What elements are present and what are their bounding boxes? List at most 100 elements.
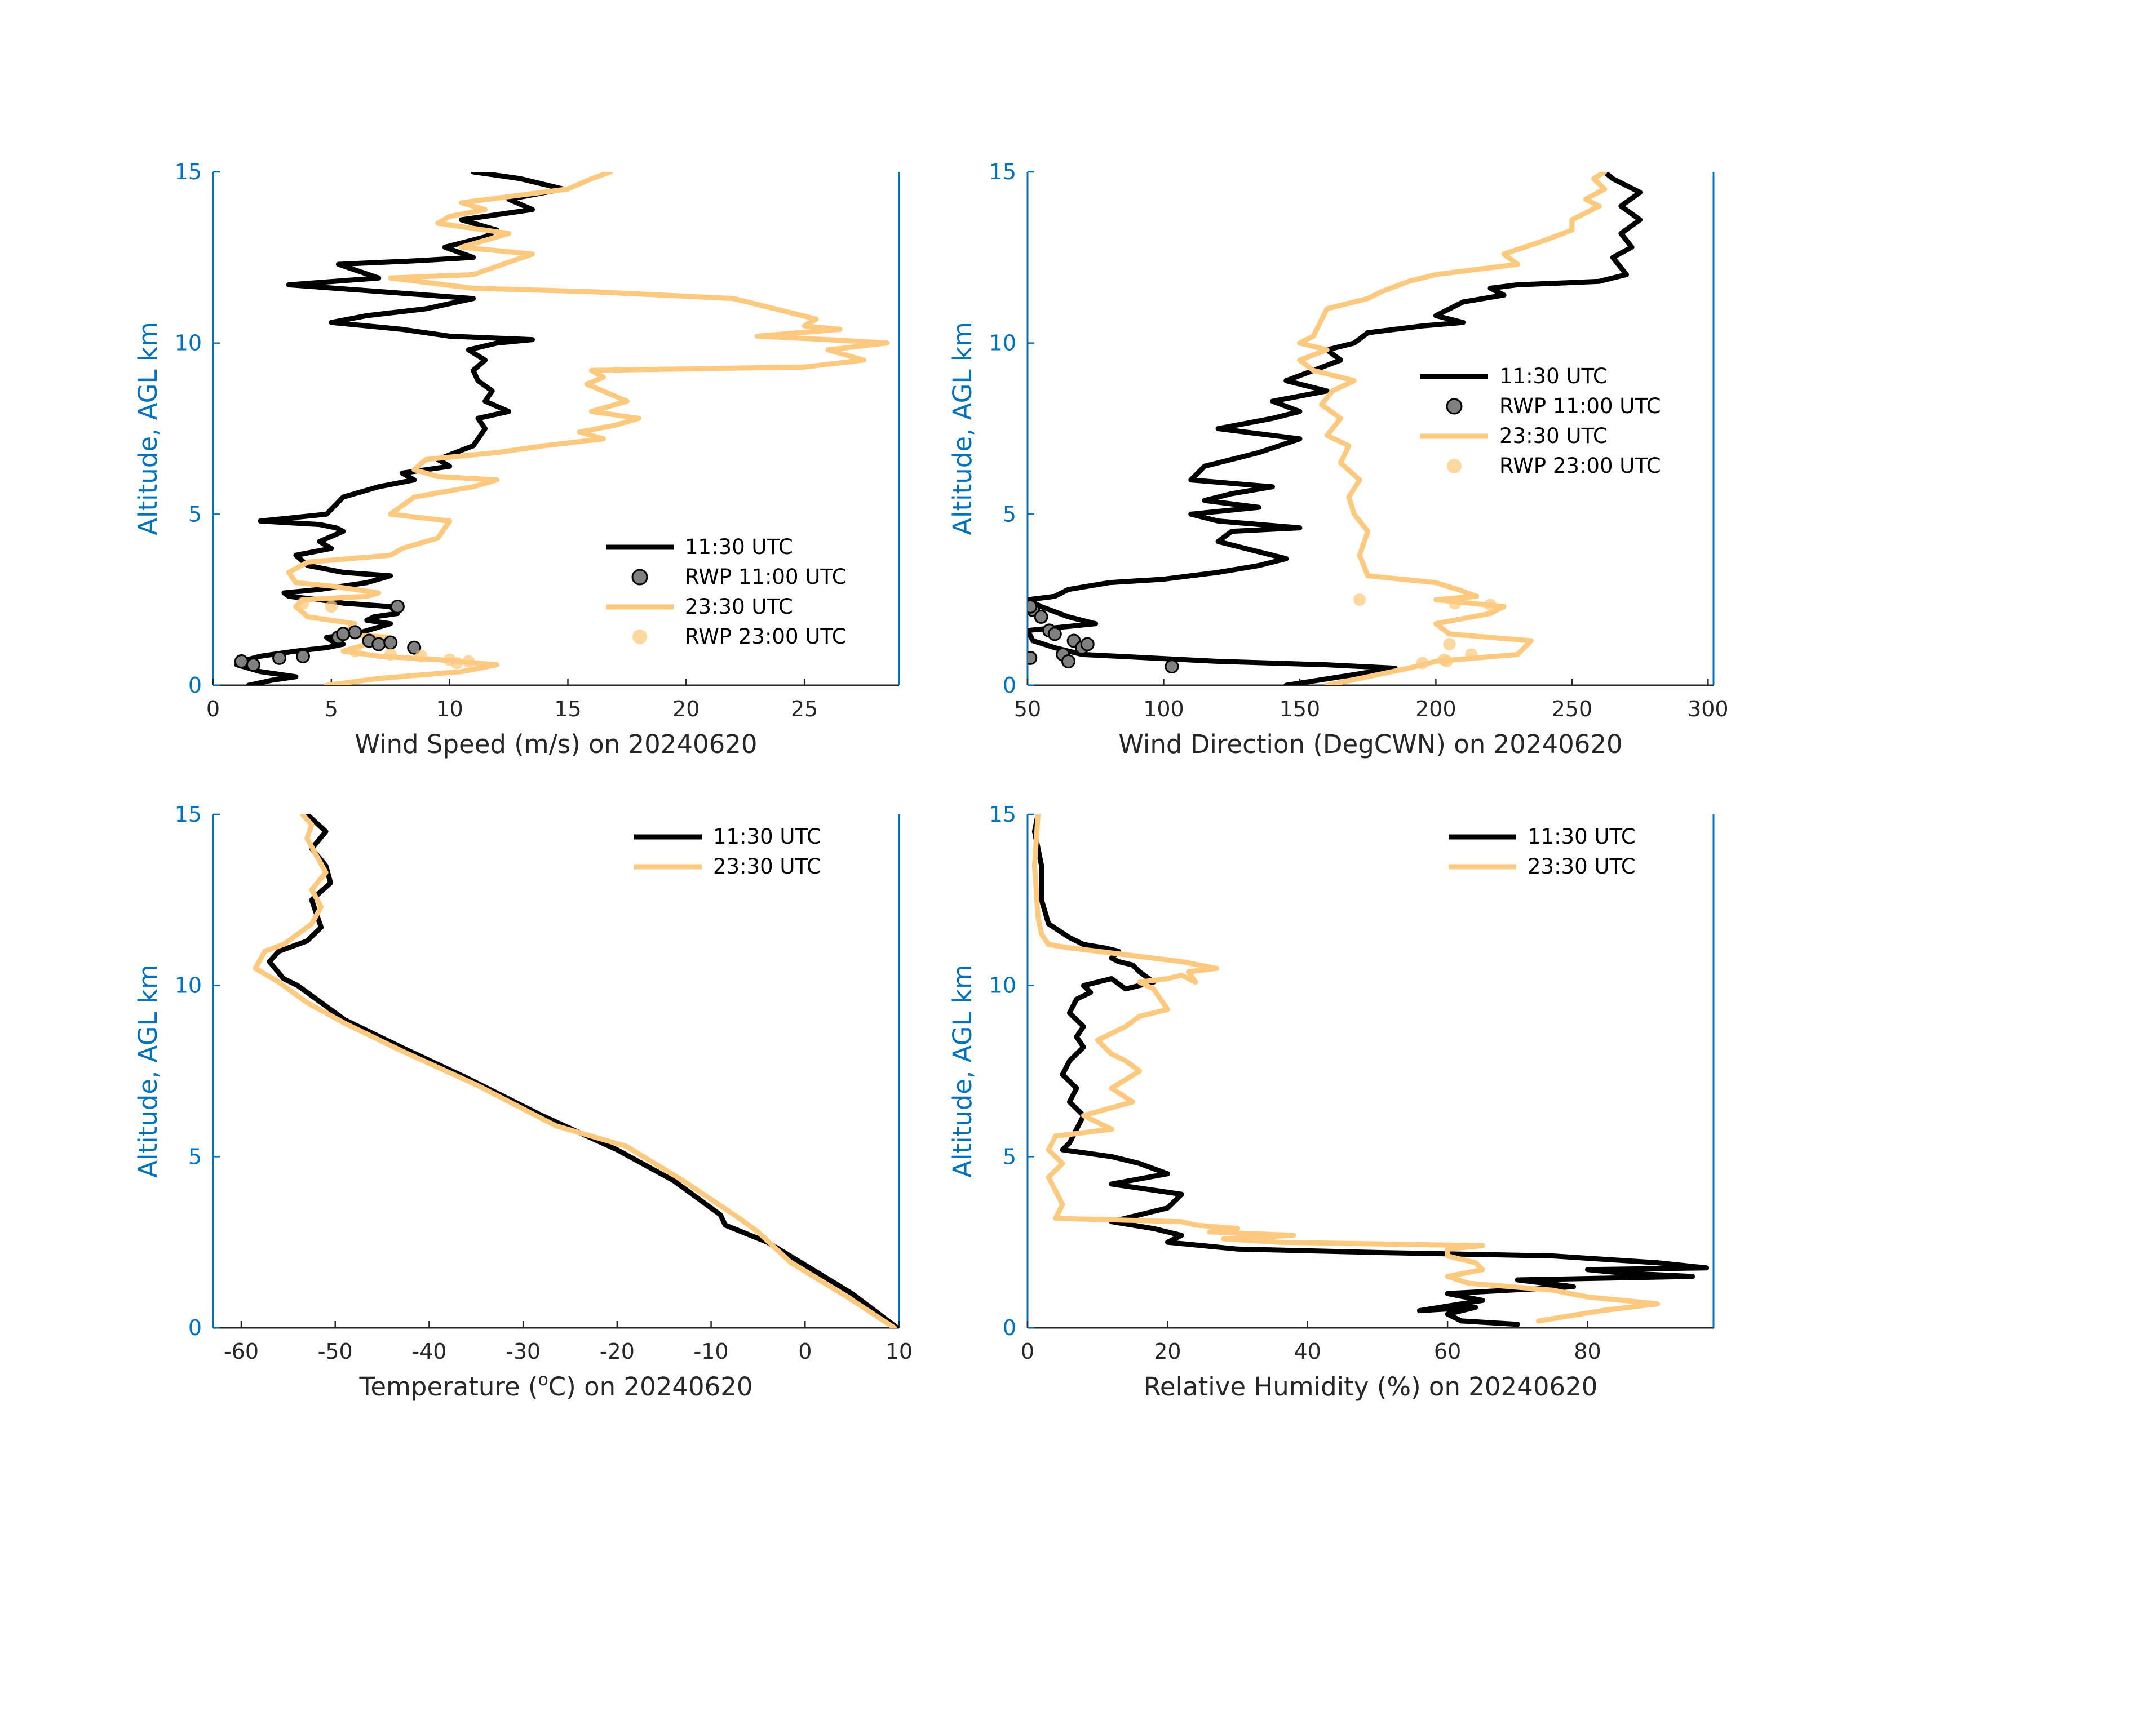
scatter-point [272,650,287,665]
y-tick-label: 10 [175,331,202,356]
legend: 11:30 UTC 23:30 UTC [634,825,821,879]
series-line-2 [1031,814,1661,1324]
x-tick-label: -50 [318,1339,353,1364]
series-line-1 [1028,172,1643,685]
x-axis-label-tail: C) on 20240620 [548,1372,753,1402]
x-tick-label: 10 [436,697,463,721]
scatter-point [1047,627,1062,641]
plot-area [253,814,899,1328]
y-axis-label: Altitude, AGL km [133,964,163,1178]
y-tick-label: 5 [1003,502,1016,526]
x-tick-label: 250 [1552,697,1593,721]
legend: 11:30 UTC RWP 11:00 UTC 23:30 UTC RWP 23:00… [606,535,847,649]
x-tick-label: 200 [1415,697,1456,721]
scatter-point [383,635,398,650]
series-line-2 [253,814,897,1328]
x-tick-label: -60 [224,1339,259,1364]
legend-marker-swatch [632,630,647,644]
scatter-point [462,655,475,668]
legend-label: 23:30 UTC [685,595,793,619]
y-tick-label: 0 [1003,673,1016,698]
x-tick-label: 300 [1688,697,1729,721]
scatter-point [1028,599,1038,614]
scatter-point [384,648,397,661]
y-axis-label: Altitude, AGL km [948,322,977,535]
scatter-point [348,625,362,640]
x-tick-label: 150 [1280,697,1321,721]
y-axis-label: Altitude, AGL km [948,964,977,1178]
x-tick-label: 60 [1434,1339,1461,1364]
scatter-point [1465,648,1478,661]
plot-area [1031,814,1710,1327]
x-axis-label: Relative Humidity (%) on 20240620 [1144,1372,1598,1402]
y-tick-label: 15 [175,159,202,184]
x-tick-label: 0 [206,697,220,721]
y-tick-label: 5 [1003,1144,1016,1169]
y-tick-label: 0 [188,673,202,698]
scatter-point [1484,599,1497,611]
scatter-point [390,599,405,614]
scatter-point [246,658,260,672]
x-tick-label: 50 [1014,697,1041,721]
x-tick-label: -40 [411,1339,446,1364]
x-tick-label: 5 [325,697,338,721]
panel-temperature: -60 -50 -40 -30 -20 -10 0 10 0 5 10 15 Temperature (… [133,802,913,1402]
x-axis-label: Wind Direction (DegCWN) on 20240620 [1118,729,1622,759]
panel-wind-direction: 50 100 150 200 250 300 0 5 10 15 Wind Direction (D… [948,159,1729,759]
legend-label: RWP 23:00 UTC [1499,454,1661,478]
x-axis-label: Temperature (oC) on 20240620 [359,1370,753,1402]
legend-label: 23:30 UTC [713,854,821,879]
panel-wind-speed: 0 5 10 15 20 25 0 5 10 15 Wind Speed (m/s) on 2024… [133,159,900,759]
scatter-point [1028,650,1038,665]
x-tick-label: 20 [672,697,700,721]
y-tick-label: 10 [989,331,1016,356]
legend-label: 11:30 UTC [685,535,793,559]
legend-label: RWP 11:00 UTC [685,565,847,589]
legend: 11:30 UTC RWP 11:00 UTC 23:30 UTC RWP 23:00… [1420,364,1661,478]
scatter-point [1416,657,1429,670]
x-tick-label: 15 [554,697,581,721]
panel-relative-humidity: 0 20 40 60 80 0 5 10 15 Relative Humidity (%) on … [948,802,1715,1402]
legend-label: 23:30 UTC [1499,424,1608,448]
x-tick-label: 80 [1574,1339,1601,1364]
legend-label: RWP 23:00 UTC [685,624,847,649]
x-tick-label: 25 [791,697,818,721]
legend-marker-swatch [1446,398,1463,415]
scatter-point [296,597,309,610]
scatter-point [415,650,428,663]
plot-area [1028,172,1643,685]
scatter-point [1440,655,1453,668]
scatter-point [1443,638,1456,651]
scatter-point [371,637,386,651]
x-tick-label: 40 [1294,1339,1321,1364]
legend-label: 11:30 UTC [1528,825,1636,849]
x-tick-label: -10 [694,1339,729,1364]
legend: 11:30 UTC 23:30 UTC [1449,825,1636,879]
scatter-point [348,645,361,658]
scatter-point [1061,654,1075,668]
series-line-2 [1297,172,1608,685]
legend-label: 23:30 UTC [1528,854,1636,879]
series-line-1 [267,814,899,1328]
series-line-2 [286,172,890,685]
legend-label: 11:30 UTC [713,825,821,849]
legend-marker-swatch [631,569,648,586]
x-tick-label: 100 [1143,697,1184,721]
y-tick-label: 15 [989,802,1016,827]
x-tick-label: 0 [798,1339,812,1364]
legend-label: 11:30 UTC [1499,364,1608,388]
x-tick-label: -30 [506,1339,541,1364]
scatter-point [1034,610,1048,624]
y-tick-label: 15 [175,802,202,827]
y-tick-label: 5 [188,502,202,526]
scatter-point [1353,593,1366,606]
x-tick-label: -20 [600,1339,635,1364]
scatter-point [407,640,422,655]
scatter-point [1165,659,1179,674]
legend-marker-swatch [1447,459,1462,473]
x-axis-label: Wind Speed (m/s) on 20240620 [355,729,757,759]
scatter-point [325,600,338,613]
scatter-point [336,627,351,641]
scatter-point [450,657,463,670]
